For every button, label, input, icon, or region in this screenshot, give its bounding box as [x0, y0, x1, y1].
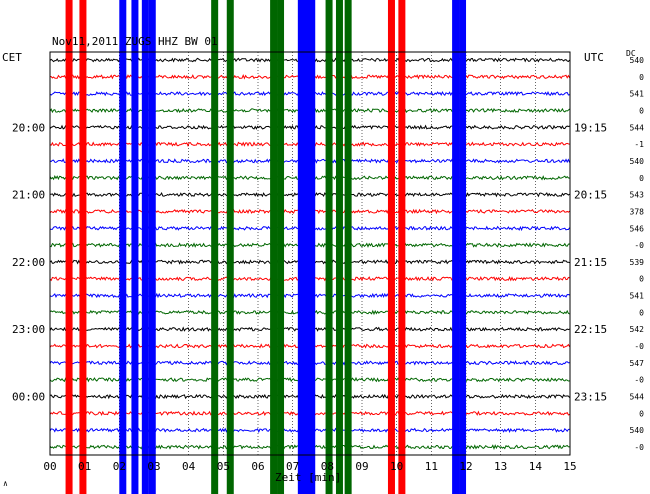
dc-offset-value: 544: [630, 123, 645, 132]
right-time-label: 19:15: [574, 121, 607, 134]
event-band-0: [65, 0, 73, 494]
dc-offset-value: -0: [634, 376, 644, 385]
dc-offset-value: 0: [639, 308, 644, 317]
plot-frame: [49, 51, 571, 456]
dc-offset-value: 547: [630, 359, 645, 368]
x-tick-label: 12: [459, 460, 472, 473]
corner-mark: ∧: [3, 479, 8, 488]
dc-offset-value: 543: [630, 191, 645, 200]
dc-offset-value: 0: [639, 73, 644, 82]
event-bands: [65, 0, 467, 494]
x-tick-label: 06: [251, 460, 264, 473]
event-band-11: [303, 0, 311, 494]
right-time-label: 20:15: [574, 189, 607, 202]
left-time-labels: 20:00 21:00 22:00 23:00 00:00: [12, 121, 45, 403]
event-band-2: [119, 0, 127, 494]
left-time-label: 20:00: [12, 121, 45, 134]
event-band-1: [79, 0, 87, 494]
event-band-7: [226, 0, 234, 494]
dc-offset-value: 546: [630, 224, 645, 233]
x-tick-label: 03: [147, 460, 160, 473]
left-timezone-label: CET: [2, 51, 22, 64]
dc-offset-labels: 540 0 541 0 544 -1 540 0 543 378 546 -0 539 0 541 0 542 -…: [630, 56, 645, 452]
event-band-5: [148, 0, 156, 494]
x-tick-label: 13: [494, 460, 507, 473]
x-tick-label: 11: [425, 460, 438, 473]
x-tick-label: 04: [182, 460, 196, 473]
x-tick-label: 02: [113, 460, 126, 473]
right-timezone-label: UTC: [584, 51, 604, 64]
event-band-6: [211, 0, 219, 494]
chart-title: Nov11,2011 ZUGS HHZ BW 01: [52, 35, 218, 48]
event-band-8: [270, 0, 278, 494]
right-time-label: 22:15: [574, 323, 607, 336]
x-tick-label: 10: [390, 460, 403, 473]
dc-offset-value: -0: [634, 443, 644, 452]
event-band-10: [297, 0, 305, 494]
right-time-label: 23:15: [574, 391, 607, 404]
dc-offset-value: 541: [630, 90, 645, 99]
event-band-19: [459, 0, 467, 494]
x-tick-label: 05: [217, 460, 230, 473]
event-band-9: [277, 0, 285, 494]
dc-offset-value: -1: [634, 140, 644, 149]
dc-offset-value: 378: [630, 207, 645, 216]
x-tick-label: 15: [563, 460, 576, 473]
x-tick-label: 01: [78, 460, 91, 473]
dc-offset-value: -0: [634, 342, 644, 351]
x-axis-label: Zeit [min]: [275, 471, 341, 484]
event-band-12: [308, 0, 316, 494]
x-tick-label: 08: [321, 460, 334, 473]
event-band-18: [452, 0, 460, 494]
dc-offset-value: -0: [634, 241, 644, 250]
event-band-14: [335, 0, 343, 494]
dc-header-label: DC: [626, 49, 636, 58]
dc-offset-value: 0: [639, 409, 644, 418]
event-band-13: [325, 0, 333, 494]
x-tick-label: 00: [43, 460, 56, 473]
dc-offset-value: 0: [639, 275, 644, 284]
dc-offset-value: 0: [639, 106, 644, 115]
left-time-label: 23:00: [12, 323, 45, 336]
event-band-17: [398, 0, 406, 494]
dc-offset-value: 540: [630, 426, 645, 435]
dc-offset-value: 544: [630, 393, 645, 402]
x-tick-label: 07: [286, 460, 299, 473]
dc-offset-value: 540: [630, 157, 645, 166]
dc-offset-value: 539: [630, 258, 645, 267]
dc-offset-value: 540: [630, 56, 645, 65]
x-tick-labels: 00 01 02 03 04 05 06 07 08 09 10 11 12 13 14 15: [43, 460, 576, 473]
event-band-15: [344, 0, 352, 494]
event-band-3: [131, 0, 139, 494]
left-time-label: 21:00: [12, 189, 45, 202]
right-time-labels: 19:15 20:15 21:15 22:15 23:15: [574, 121, 607, 403]
event-band-16: [387, 0, 395, 494]
event-band-4: [141, 0, 149, 494]
dc-offset-value: 0: [639, 174, 644, 183]
dc-offset-value: 542: [630, 325, 645, 334]
left-time-label: 22:00: [12, 256, 45, 269]
x-tick-label: 14: [529, 460, 543, 473]
right-time-label: 21:15: [574, 256, 607, 269]
dc-offset-value: 541: [630, 292, 645, 301]
x-tick-label: 09: [355, 460, 368, 473]
left-time-label: 00:00: [12, 391, 45, 404]
